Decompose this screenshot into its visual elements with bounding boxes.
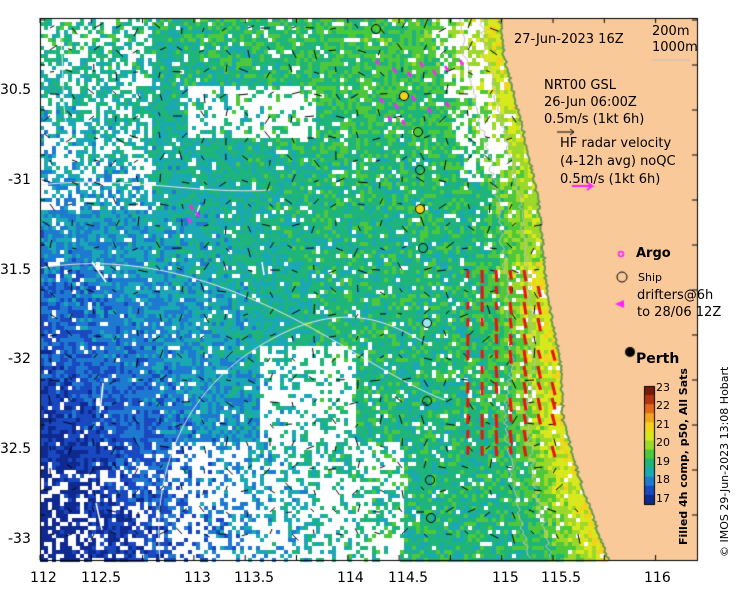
x-tick: 115: [492, 570, 519, 586]
y-tick: 32.5: [0, 441, 32, 457]
x-tick: 113: [184, 570, 211, 586]
map-datetime: 27-Jun-2023 16Z: [514, 32, 624, 47]
drifters-legend-range: to 28/06 12Z: [637, 305, 722, 320]
x-tick: 112: [30, 570, 57, 586]
nrt-title: NRT00 GSL: [544, 78, 616, 93]
colorbar-tick: 18: [656, 473, 670, 486]
colorbar-tick: 21: [656, 418, 670, 431]
y-tick: 30.5: [0, 82, 32, 98]
y-tick: -33: [8, 531, 31, 547]
hf-scale: 0.5m/s (1kt 6h): [560, 172, 661, 187]
x-tick: 116: [644, 570, 671, 586]
colorbar-tick: 19: [656, 455, 670, 468]
drifters-legend-label: drifters@6h: [637, 288, 714, 303]
isobath-1000m-label: 1000m: [652, 40, 698, 55]
nrt-time: 26-Jun 06:00Z: [544, 95, 637, 110]
isobath-200m-label: 200m: [652, 24, 690, 39]
y-tick: -31: [8, 172, 31, 188]
x-tick: 112.5: [81, 570, 122, 586]
x-tick: 113.5: [234, 570, 275, 586]
argo-legend-label: Argo: [636, 246, 671, 261]
x-tick: 114: [337, 570, 364, 586]
colorbar-tick: 20: [656, 436, 670, 449]
hf-title: HF radar velocity: [560, 136, 672, 151]
x-tick: 114.5: [388, 570, 429, 586]
hf-avg: (4-12h avg) noQC: [560, 154, 676, 169]
x-tick: 115.5: [541, 570, 582, 586]
y-tick: 31.5: [0, 262, 32, 278]
colorbar-label: Filled 4h comp, p50, All Sats: [677, 368, 690, 545]
y-tick: -32: [8, 351, 31, 367]
city-label-perth: Perth: [636, 351, 680, 367]
colorbar-tick: 22: [656, 399, 670, 412]
ship-legend-label: Ship: [638, 271, 662, 284]
credit-text: © IMOS 29-Jun-2023 13:08 Hobart: [718, 366, 731, 557]
colorbar-tick: 23: [656, 381, 670, 394]
nrt-scale: 0.5m/s (1kt 6h): [544, 112, 645, 127]
colorbar-tick: 17: [656, 492, 670, 505]
